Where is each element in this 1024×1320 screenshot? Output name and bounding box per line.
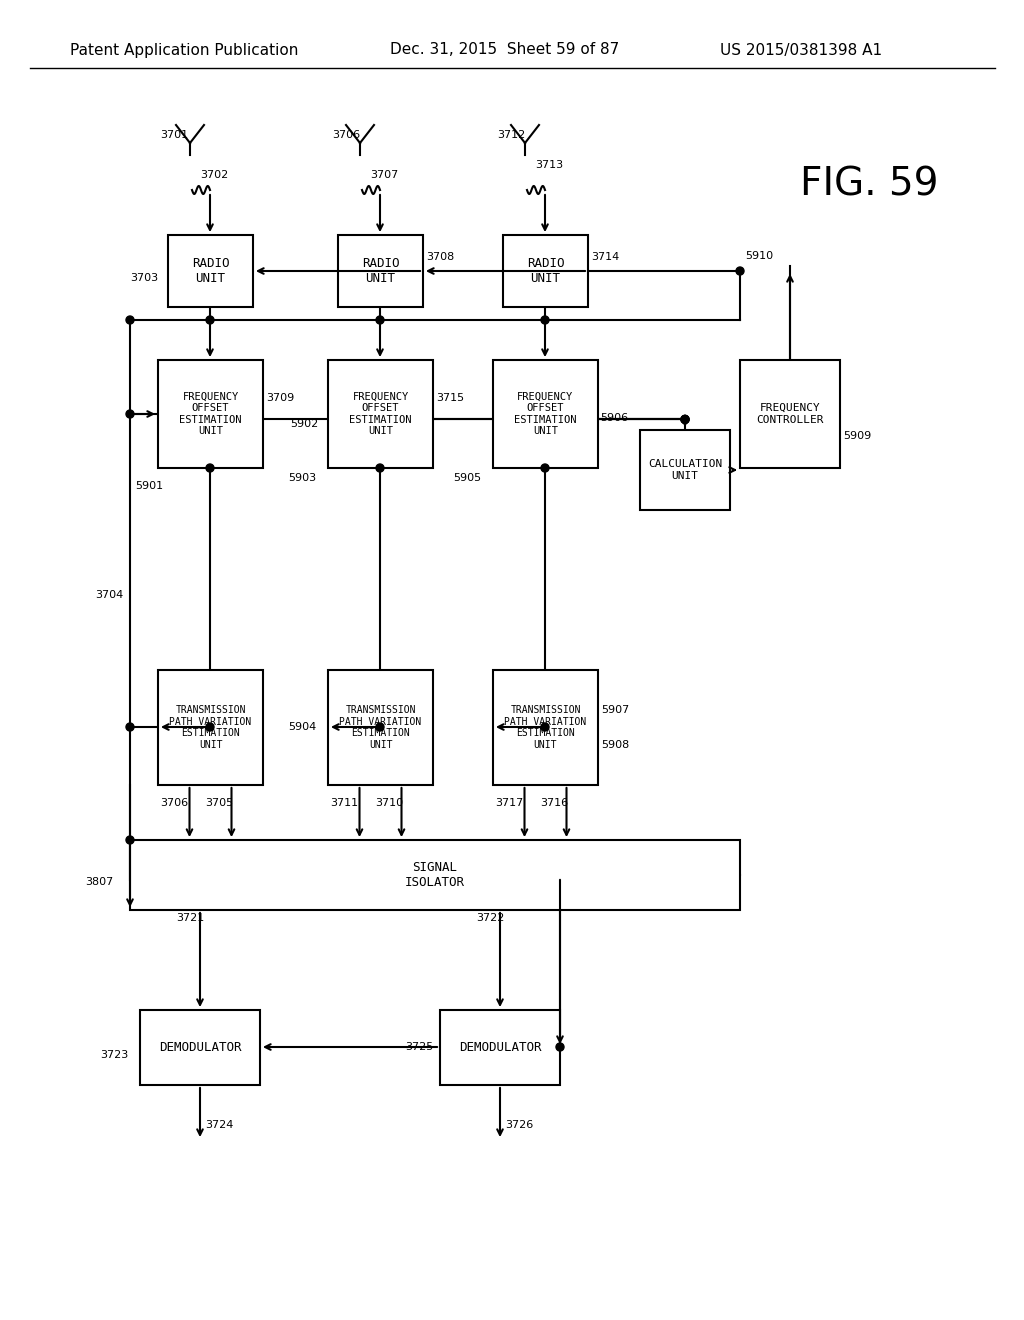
Text: 5906: 5906 [600,413,628,422]
Text: DEMODULATOR: DEMODULATOR [459,1041,542,1053]
Bar [328,360,433,469]
Text: 3712: 3712 [497,129,525,140]
Text: 3713: 3713 [535,160,563,170]
Bar [168,235,253,308]
Text: 3704: 3704 [95,590,123,601]
Text: 5907: 5907 [601,705,630,715]
Circle shape [376,723,384,731]
Text: FREQUENCY
OFFSET
ESTIMATION
UNIT: FREQUENCY OFFSET ESTIMATION UNIT [514,392,577,437]
Text: 5904: 5904 [288,722,316,733]
Circle shape [126,836,134,843]
Circle shape [541,465,549,473]
Bar [158,671,263,785]
Text: 5909: 5909 [843,430,871,441]
Text: FREQUENCY
OFFSET
ESTIMATION
UNIT: FREQUENCY OFFSET ESTIMATION UNIT [179,392,242,437]
Text: TRANSMISSION
PATH VARIATION
ESTIMATION
UNIT: TRANSMISSION PATH VARIATION ESTIMATION U… [339,705,422,750]
Text: 5902: 5902 [290,418,318,429]
Circle shape [376,315,384,323]
Text: TRANSMISSION
PATH VARIATION
ESTIMATION
UNIT: TRANSMISSION PATH VARIATION ESTIMATION U… [505,705,587,750]
Text: 3706: 3706 [332,129,360,140]
Text: 3726: 3726 [505,1119,534,1130]
Text: 3710: 3710 [375,799,403,808]
Text: 3709: 3709 [266,393,294,403]
Bar [338,235,423,308]
Circle shape [126,315,134,323]
Text: 3717: 3717 [495,799,523,808]
Bar [493,671,598,785]
Text: DEMODULATOR: DEMODULATOR [159,1041,242,1053]
Text: 3725: 3725 [406,1043,433,1052]
Text: 3714: 3714 [591,252,620,261]
Bar [328,671,433,785]
Circle shape [556,1043,564,1051]
Text: RADIO
UNIT: RADIO UNIT [361,257,399,285]
Text: 3702: 3702 [200,170,228,180]
Circle shape [206,723,214,731]
Text: RADIO
UNIT: RADIO UNIT [526,257,564,285]
Text: CALCULATION
UNIT: CALCULATION UNIT [648,459,722,480]
Bar [140,1010,260,1085]
Text: 5908: 5908 [601,739,630,750]
Text: 3807: 3807 [85,876,114,887]
Text: 5901: 5901 [135,480,163,491]
Text: Patent Application Publication: Patent Application Publication [70,42,298,58]
Text: SIGNAL
ISOLATOR: SIGNAL ISOLATOR [406,861,465,888]
Circle shape [126,411,134,418]
Text: US 2015/0381398 A1: US 2015/0381398 A1 [720,42,882,58]
Text: 3708: 3708 [426,252,455,261]
Text: RADIO
UNIT: RADIO UNIT [191,257,229,285]
Text: FIG. 59: FIG. 59 [800,166,939,205]
Circle shape [126,723,134,731]
Bar [440,1010,560,1085]
Text: 3715: 3715 [436,393,464,403]
Text: 3707: 3707 [370,170,398,180]
Text: 3705: 3705 [205,799,233,808]
Text: 3701: 3701 [160,129,188,140]
Text: FREQUENCY
OFFSET
ESTIMATION
UNIT: FREQUENCY OFFSET ESTIMATION UNIT [349,392,412,437]
Circle shape [681,416,689,424]
Circle shape [681,416,689,424]
Text: 5903: 5903 [288,473,316,483]
Bar [130,840,740,909]
Text: 3703: 3703 [130,273,158,284]
Text: 5905: 5905 [453,473,481,483]
Text: 3706: 3706 [160,799,188,808]
Circle shape [681,416,689,424]
Bar [740,360,840,469]
Bar [493,360,598,469]
Bar [158,360,263,469]
Circle shape [541,315,549,323]
Text: 5910: 5910 [745,251,773,261]
Bar [640,430,730,510]
Text: FREQUENCY
CONTROLLER: FREQUENCY CONTROLLER [757,403,823,425]
Text: TRANSMISSION
PATH VARIATION
ESTIMATION
UNIT: TRANSMISSION PATH VARIATION ESTIMATION U… [169,705,252,750]
Circle shape [206,315,214,323]
Circle shape [206,465,214,473]
Text: Dec. 31, 2015  Sheet 59 of 87: Dec. 31, 2015 Sheet 59 of 87 [390,42,620,58]
Text: 3721: 3721 [176,913,204,923]
Bar [503,235,588,308]
Text: 3724: 3724 [205,1119,233,1130]
Text: 3711: 3711 [330,799,358,808]
Circle shape [736,267,744,275]
Text: 3723: 3723 [100,1049,128,1060]
Circle shape [541,723,549,731]
Text: 3722: 3722 [476,913,505,923]
Text: 3716: 3716 [541,799,568,808]
Circle shape [376,465,384,473]
